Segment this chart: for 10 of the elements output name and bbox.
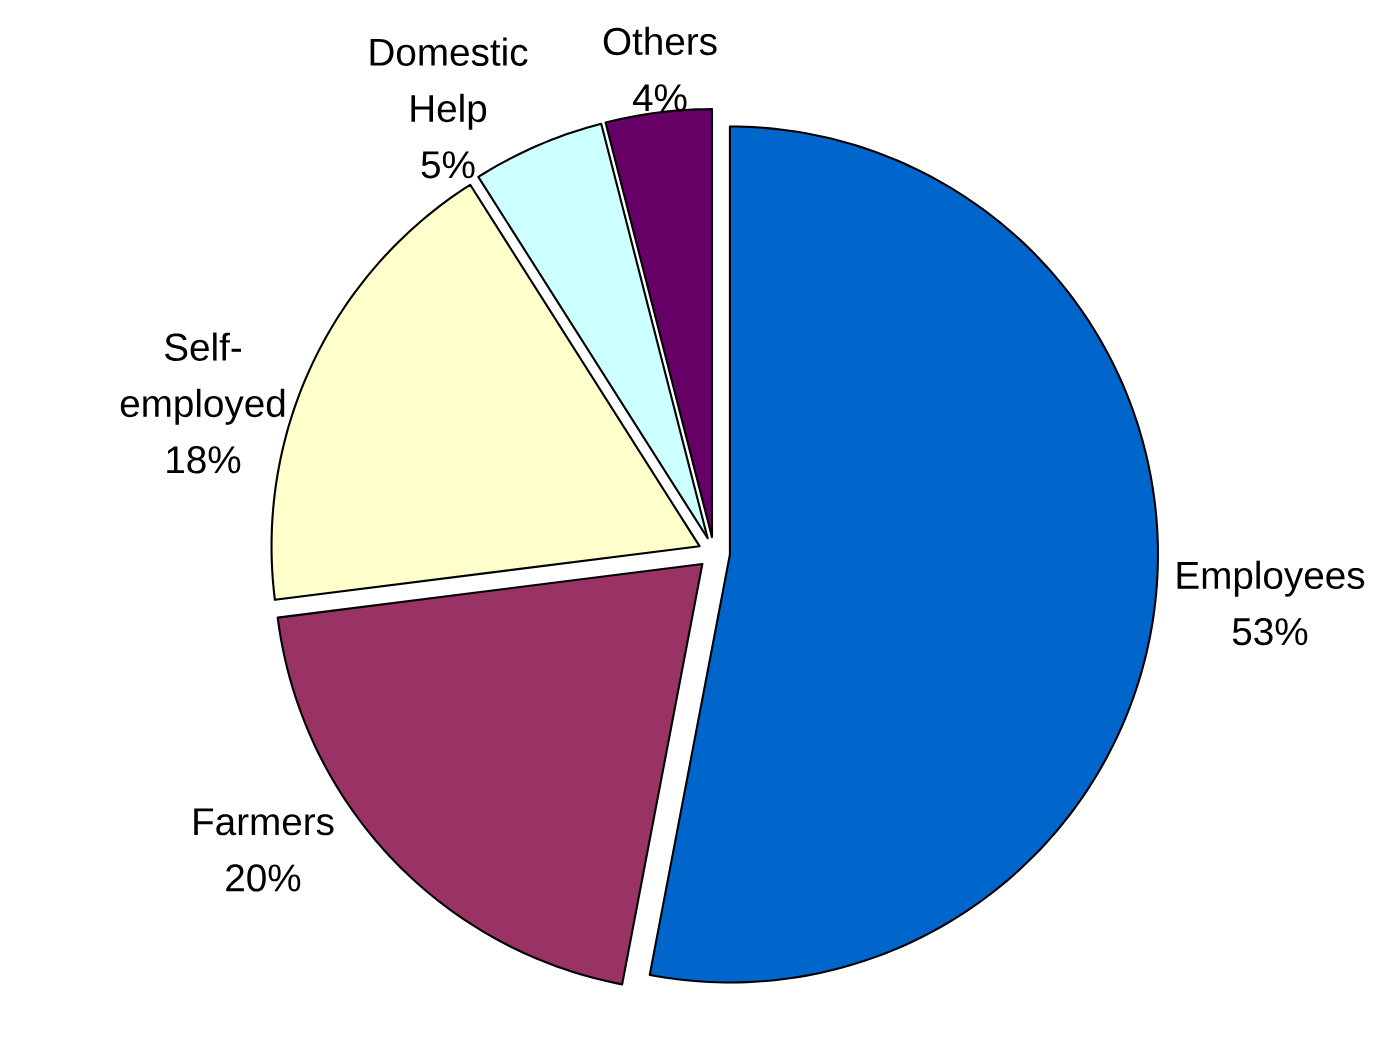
data-label: 53%	[1232, 617, 1308, 646]
data-label: 20%	[226, 864, 301, 892]
data-label: 5%	[421, 151, 475, 179]
data-label: 18%	[167, 446, 241, 474]
slice-label: Employees	[1177, 560, 1365, 597]
slice-label: Others	[603, 26, 717, 56]
data-label: 4%	[632, 84, 687, 112]
slice-label: Self-employed	[120, 332, 285, 425]
slice-label: Farmers	[194, 808, 334, 836]
slice-label: Domestic Help	[370, 37, 528, 130]
